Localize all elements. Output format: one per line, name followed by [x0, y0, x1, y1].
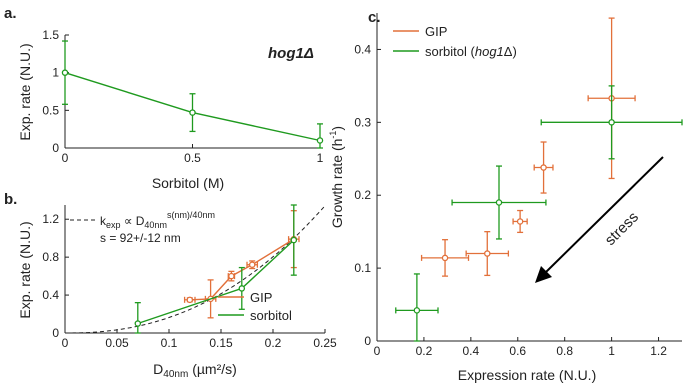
panel-a-y-tick-label: 0 — [52, 141, 59, 155]
panel-c-letter: c. — [368, 9, 381, 26]
panel-c-x-tick-label: 1 — [608, 344, 615, 358]
panel-b-series-sorbitol-point — [134, 320, 142, 327]
panel-c-x-tick-label: 0.4 — [463, 344, 480, 358]
panel-c-ticks: 0 0.2 0.4 0.6 0.8 1 1.2 0 0.1 0.2 0.3 0.4 — [354, 42, 667, 358]
panel-c-x-tick-label: 0 — [374, 344, 381, 358]
panel-b-series-gip-point — [186, 296, 194, 304]
panel-c-x-tick-label: 0.6 — [509, 344, 526, 358]
panel-a-genotype-annotation: hog1Δ — [268, 45, 314, 62]
panel-c-x-label: Expression rate (N.U.) — [458, 367, 596, 383]
panel-c-x-tick-label: 0.8 — [556, 344, 573, 358]
panel-b-fit-legend-label: kexp ∝ D40nms(nm)/40nm — [100, 210, 215, 230]
panel-c-series-sorbitolhog-point — [413, 307, 421, 314]
panel-c-legend-sorbitol: sorbitol (hog1Δ) — [425, 44, 517, 59]
panel-c-series-sorbitolhog-point — [608, 119, 615, 126]
panel-a-y-tick-label: 1.5 — [42, 28, 59, 42]
panel-c-stress-arrow — [545, 156, 664, 273]
panel-c-y-tick-label: 0.3 — [354, 115, 371, 129]
panel-a-letter: a. — [4, 5, 17, 22]
panel-c-marks — [395, 17, 683, 342]
panel-c-series-gip-point — [516, 218, 524, 225]
panel-a-x-tick-label: 0.5 — [184, 151, 201, 165]
panel-c-series-gip-point — [540, 164, 547, 171]
panel-c-series-sorbitolhog-point — [495, 199, 503, 206]
panel-c-y-tick-label: 0.2 — [354, 188, 371, 202]
panel-b-ticks: 0 0.05 0.1 0.15 0.2 0.25 0 0.4 0.8 1.2 — [42, 212, 337, 350]
panel-c-y-label: Growth rate (h-1) — [328, 126, 345, 228]
panel-b-series-gip-point — [228, 272, 235, 280]
panel-a-x-tick-label: 1 — [317, 151, 324, 165]
panel-c-y-tick-label: 0.4 — [354, 42, 371, 56]
panel-b-series-sorbitol-point — [290, 236, 298, 244]
panel-b-series-sorbitol-point — [238, 285, 246, 292]
panel-b-y-label: Exp. rate (N.U.) — [17, 221, 33, 318]
panel-a-series-main-point — [316, 137, 324, 144]
panel-a-marks — [61, 40, 324, 149]
panel-b-y-tick-label: 0 — [52, 326, 59, 340]
panel-b-fit-text: s = 92+/-12 nm — [100, 231, 181, 245]
panel-a-x-label: Sorbitol (M) — [152, 175, 224, 191]
panel-c-series-gip-point — [441, 254, 449, 262]
panel-c-x-tick-label: 1.2 — [650, 344, 667, 358]
panel-c-legend-gip: GIP — [425, 24, 447, 39]
panel-c-stress-arrowhead — [535, 266, 552, 283]
panel-a-series-main-point — [189, 109, 196, 116]
panel-b-x-tick-label: 0 — [62, 336, 69, 350]
panel-b-x-tick-label: 0.15 — [209, 336, 233, 350]
panel-b-fit-curve — [65, 205, 326, 334]
panel-b-x-tick-label: 0.25 — [313, 336, 337, 350]
panel-c-x-tick-label: 0.2 — [416, 344, 433, 358]
panel-b: b. 0 0.05 0.1 0.15 0.2 0.25 0 0.4 0.8 1.2 kexp ∝ … — [4, 191, 337, 380]
panel-b-y-tick-label: 0.8 — [42, 250, 59, 264]
panel-b-y-tick-label: 1.2 — [42, 212, 59, 226]
panel-b-x-tick-label: 0.1 — [161, 336, 178, 350]
panel-a-y-tick-label: 0.5 — [42, 103, 59, 117]
panel-b-x-tick-label: 0.05 — [105, 336, 129, 350]
panel-c: c. 0 0.2 0.4 0.6 0.8 1 1.2 0 0.1 0.2 0.3 0.4 GIP so… — [328, 9, 683, 383]
panel-a-ticks: 0 0.5 1 0 0.5 1 1.5 — [42, 28, 323, 165]
panel-c-stress-label: stress — [602, 209, 642, 249]
panel-b-letter: b. — [4, 191, 17, 208]
panel-a: a. 0 0.5 1 0 0.5 1 1.5 Sorbitol (M) Exp. rate … — [4, 5, 324, 191]
panel-c-y-tick-label: 0.1 — [354, 261, 371, 275]
panel-c-series-gip-point — [484, 250, 491, 257]
panel-a-x-tick-label: 0 — [62, 151, 69, 165]
panel-a-y-label: Exp. rate (N.U.) — [17, 43, 33, 140]
panel-a-series-main-point — [61, 69, 69, 76]
panel-b-y-tick-label: 0.4 — [42, 288, 59, 302]
panel-b-marks — [134, 204, 300, 334]
panel-b-series-gip-point — [248, 261, 256, 268]
panel-c-y-tick-label: 0 — [364, 334, 371, 348]
panel-b-legend-sorbitol: sorbitol — [250, 308, 292, 323]
panel-b-x-tick-label: 0.2 — [265, 336, 282, 350]
panel-b-legend-gip: GIP — [250, 290, 272, 305]
panel-b-x-label: D40nm (µm²/s) — [153, 361, 237, 380]
panel-a-y-tick-label: 1 — [52, 66, 59, 80]
